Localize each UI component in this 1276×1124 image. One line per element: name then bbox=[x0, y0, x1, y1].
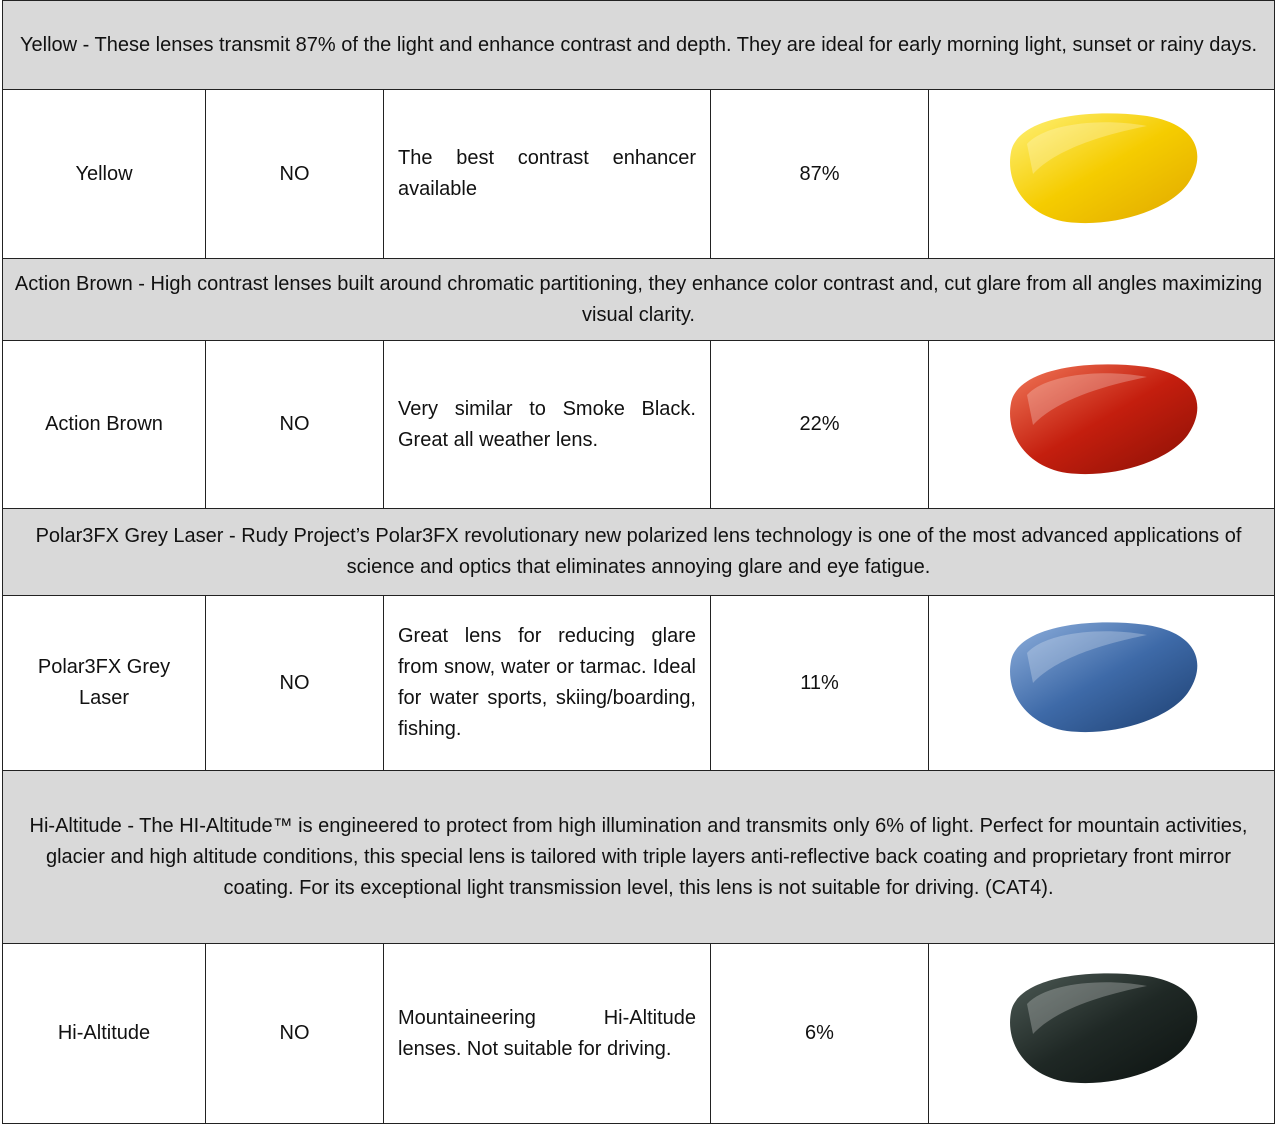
lens-name: Polar3FX Grey Laser bbox=[2, 595, 206, 771]
lens-shape bbox=[1009, 363, 1197, 474]
lens-image bbox=[1009, 363, 1197, 474]
light-transmission: 6% bbox=[710, 943, 929, 1124]
group-header: Yellow - These lenses transmit 87% of th… bbox=[1, 0, 1276, 90]
group-header-row: Action Brown - High contrast lenses buil… bbox=[1, 258, 1276, 341]
polarized: NO bbox=[205, 340, 384, 509]
polarized: NO bbox=[205, 943, 384, 1124]
group-header: Action Brown - High contrast lenses buil… bbox=[1, 258, 1276, 341]
lens-image-cell bbox=[927, 89, 1276, 259]
polarized: NO bbox=[205, 89, 384, 259]
lens-name: Yellow bbox=[2, 89, 206, 259]
polarized: NO bbox=[205, 595, 384, 771]
description: Very similar to Smoke Black. Great all w… bbox=[383, 340, 711, 509]
lens-row: Polar3FX Grey Laser NO Great lens for redu… bbox=[2, 595, 1276, 771]
lens-shine bbox=[1026, 122, 1147, 174]
lens-shape bbox=[1009, 622, 1197, 733]
lens-shine bbox=[1026, 631, 1147, 683]
lens-image bbox=[1009, 622, 1197, 733]
light-transmission: 22% bbox=[710, 340, 929, 509]
lens-image-cell bbox=[927, 340, 1276, 509]
lens-row: Hi-Altitude NO Mountaineering Hi-Altitude … bbox=[2, 943, 1276, 1124]
lens-shine bbox=[1026, 981, 1147, 1034]
lens-name: Action Brown bbox=[2, 340, 206, 509]
group-header-row: Yellow - These lenses transmit 87% of th… bbox=[1, 0, 1276, 90]
lens-shape bbox=[1009, 113, 1197, 224]
lens-image-cell bbox=[927, 943, 1276, 1124]
group-header-row: Hi-Altitude - The HI-Altitude™ is engine… bbox=[1, 770, 1276, 944]
lens-shape bbox=[1009, 972, 1197, 1083]
lens-image bbox=[1009, 972, 1197, 1083]
lens-row: Action Brown NO Very similar to Smoke Blac… bbox=[2, 340, 1276, 509]
group-header: Polar3FX Grey Laser - Rudy Project’s Pol… bbox=[1, 508, 1276, 596]
lens-image-cell bbox=[927, 595, 1276, 771]
description: The best contrast enhancer available bbox=[383, 89, 711, 259]
lens-name: Hi-Altitude bbox=[2, 943, 206, 1124]
group-header-row: Polar3FX Grey Laser - Rudy Project’s Pol… bbox=[1, 508, 1276, 596]
description: Mountaineering Hi-Altitude lenses. Not s… bbox=[383, 943, 711, 1124]
lens-image bbox=[1009, 113, 1197, 224]
lens-shine bbox=[1026, 372, 1147, 425]
description: Great lens for reducing glare from snow,… bbox=[383, 595, 711, 771]
light-transmission: 87% bbox=[710, 89, 929, 259]
group-header: Hi-Altitude - The HI-Altitude™ is engine… bbox=[1, 770, 1276, 944]
lens-row: Yellow NO The best contrast enhancer avail… bbox=[2, 89, 1276, 259]
light-transmission: 11% bbox=[710, 595, 929, 771]
